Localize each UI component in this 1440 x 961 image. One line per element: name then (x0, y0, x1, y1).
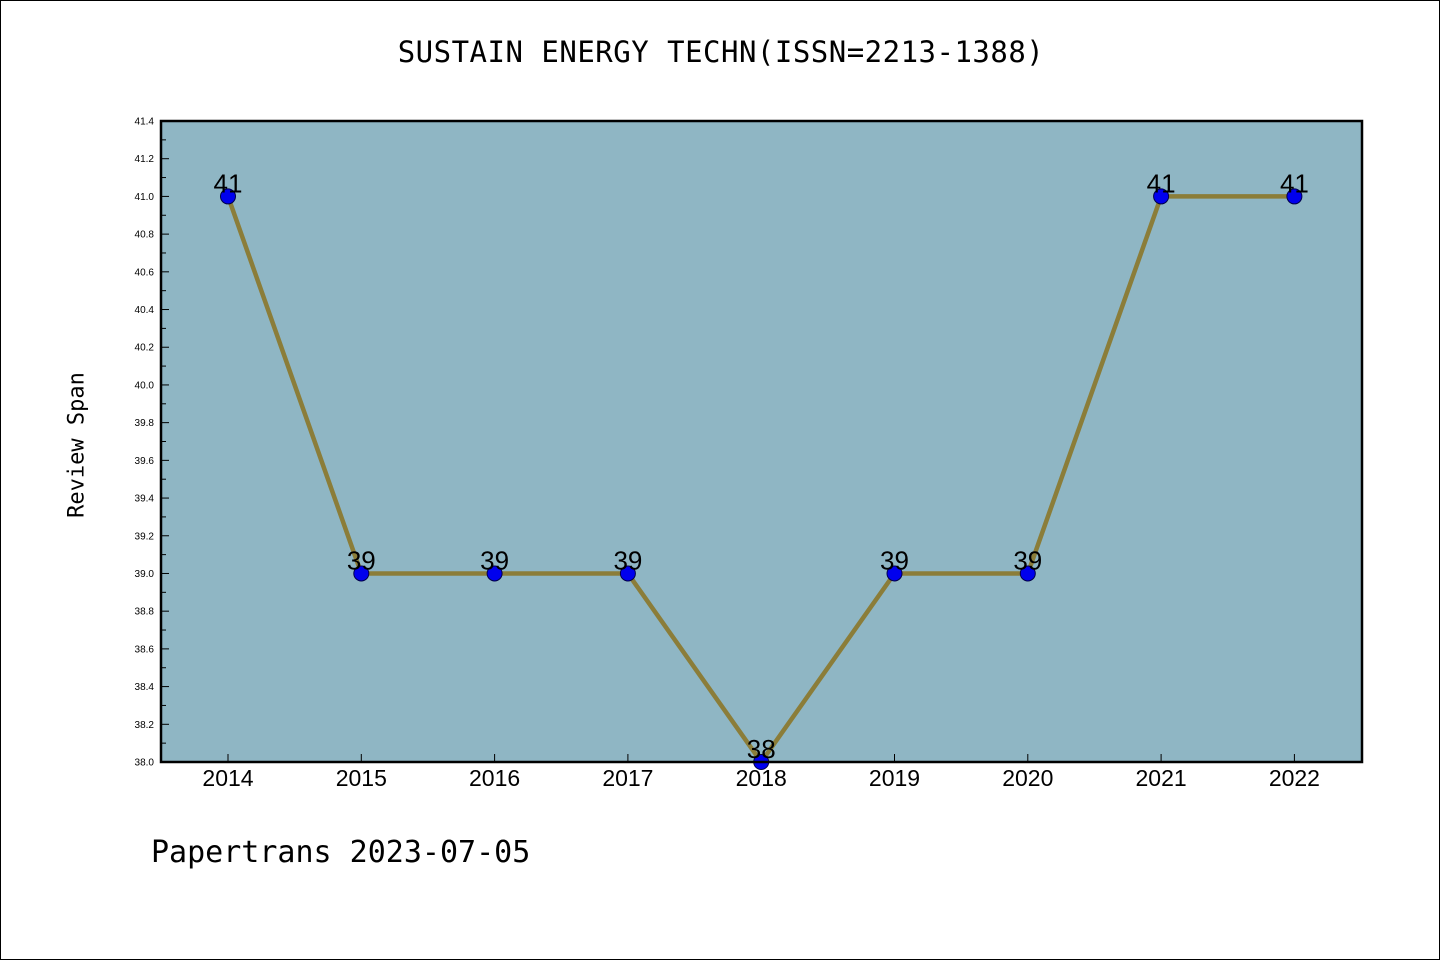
y-tick-label: 38.4 (135, 682, 155, 693)
data-label: 39 (880, 545, 909, 575)
data-label: 41 (214, 168, 243, 198)
y-tick-label: 41.4 (135, 117, 155, 128)
y-tick-label: 38.2 (135, 720, 155, 731)
footer-caption: Papertrans 2023-07-05 (151, 835, 531, 870)
y-tick-label: 40.2 (135, 343, 155, 354)
y-tick-label: 39.8 (135, 418, 155, 429)
data-point (1286, 188, 1303, 205)
data-label: 39 (1013, 545, 1042, 575)
x-tick-label: 2022 (1269, 765, 1320, 791)
y-tick-label: 40.4 (135, 305, 155, 316)
data-point (619, 565, 636, 582)
data-point (220, 188, 236, 205)
x-tick-label: 2019 (869, 765, 920, 791)
data-point (1019, 565, 1036, 582)
data-point (486, 565, 503, 582)
y-tick-label: 41.2 (135, 154, 155, 165)
y-tick-label: 41.0 (135, 192, 155, 203)
x-tick-label: 2020 (1002, 765, 1053, 791)
data-label: 39 (480, 545, 509, 575)
x-tick-label: 2014 (202, 765, 253, 791)
data-point (1153, 188, 1170, 205)
y-tick-label: 39.0 (135, 569, 155, 580)
y-tick-label: 38.0 (135, 758, 155, 769)
y-tick-label: 38.6 (135, 644, 155, 655)
chart-title: SUSTAIN ENERGY TECHN(ISSN=2213-1388) (397, 35, 1045, 69)
x-tick-label: 2015 (336, 765, 387, 791)
data-label: 41 (1280, 168, 1309, 198)
x-tick-label: 2021 (1136, 765, 1187, 791)
y-tick-label: 40.6 (135, 267, 155, 278)
data-label: 39 (613, 545, 642, 575)
y-tick-label: 40.8 (135, 230, 155, 241)
x-tick-label: 2017 (602, 765, 653, 791)
data-point (886, 565, 903, 582)
data-label: 41 (1147, 168, 1176, 198)
data-label: 38 (747, 734, 776, 764)
plot-area (161, 121, 1362, 762)
y-tick-label: 39.4 (135, 494, 155, 505)
data-label: 39 (347, 545, 376, 575)
y-tick-label: 39.2 (135, 531, 155, 542)
y-tick-label: 38.8 (135, 607, 155, 618)
y-tick-label: 39.6 (135, 456, 155, 467)
x-tick-label: 2016 (469, 765, 520, 791)
y-tick-label: 40.0 (135, 380, 155, 391)
plot-border (159, 119, 1364, 764)
data-point (353, 565, 370, 582)
